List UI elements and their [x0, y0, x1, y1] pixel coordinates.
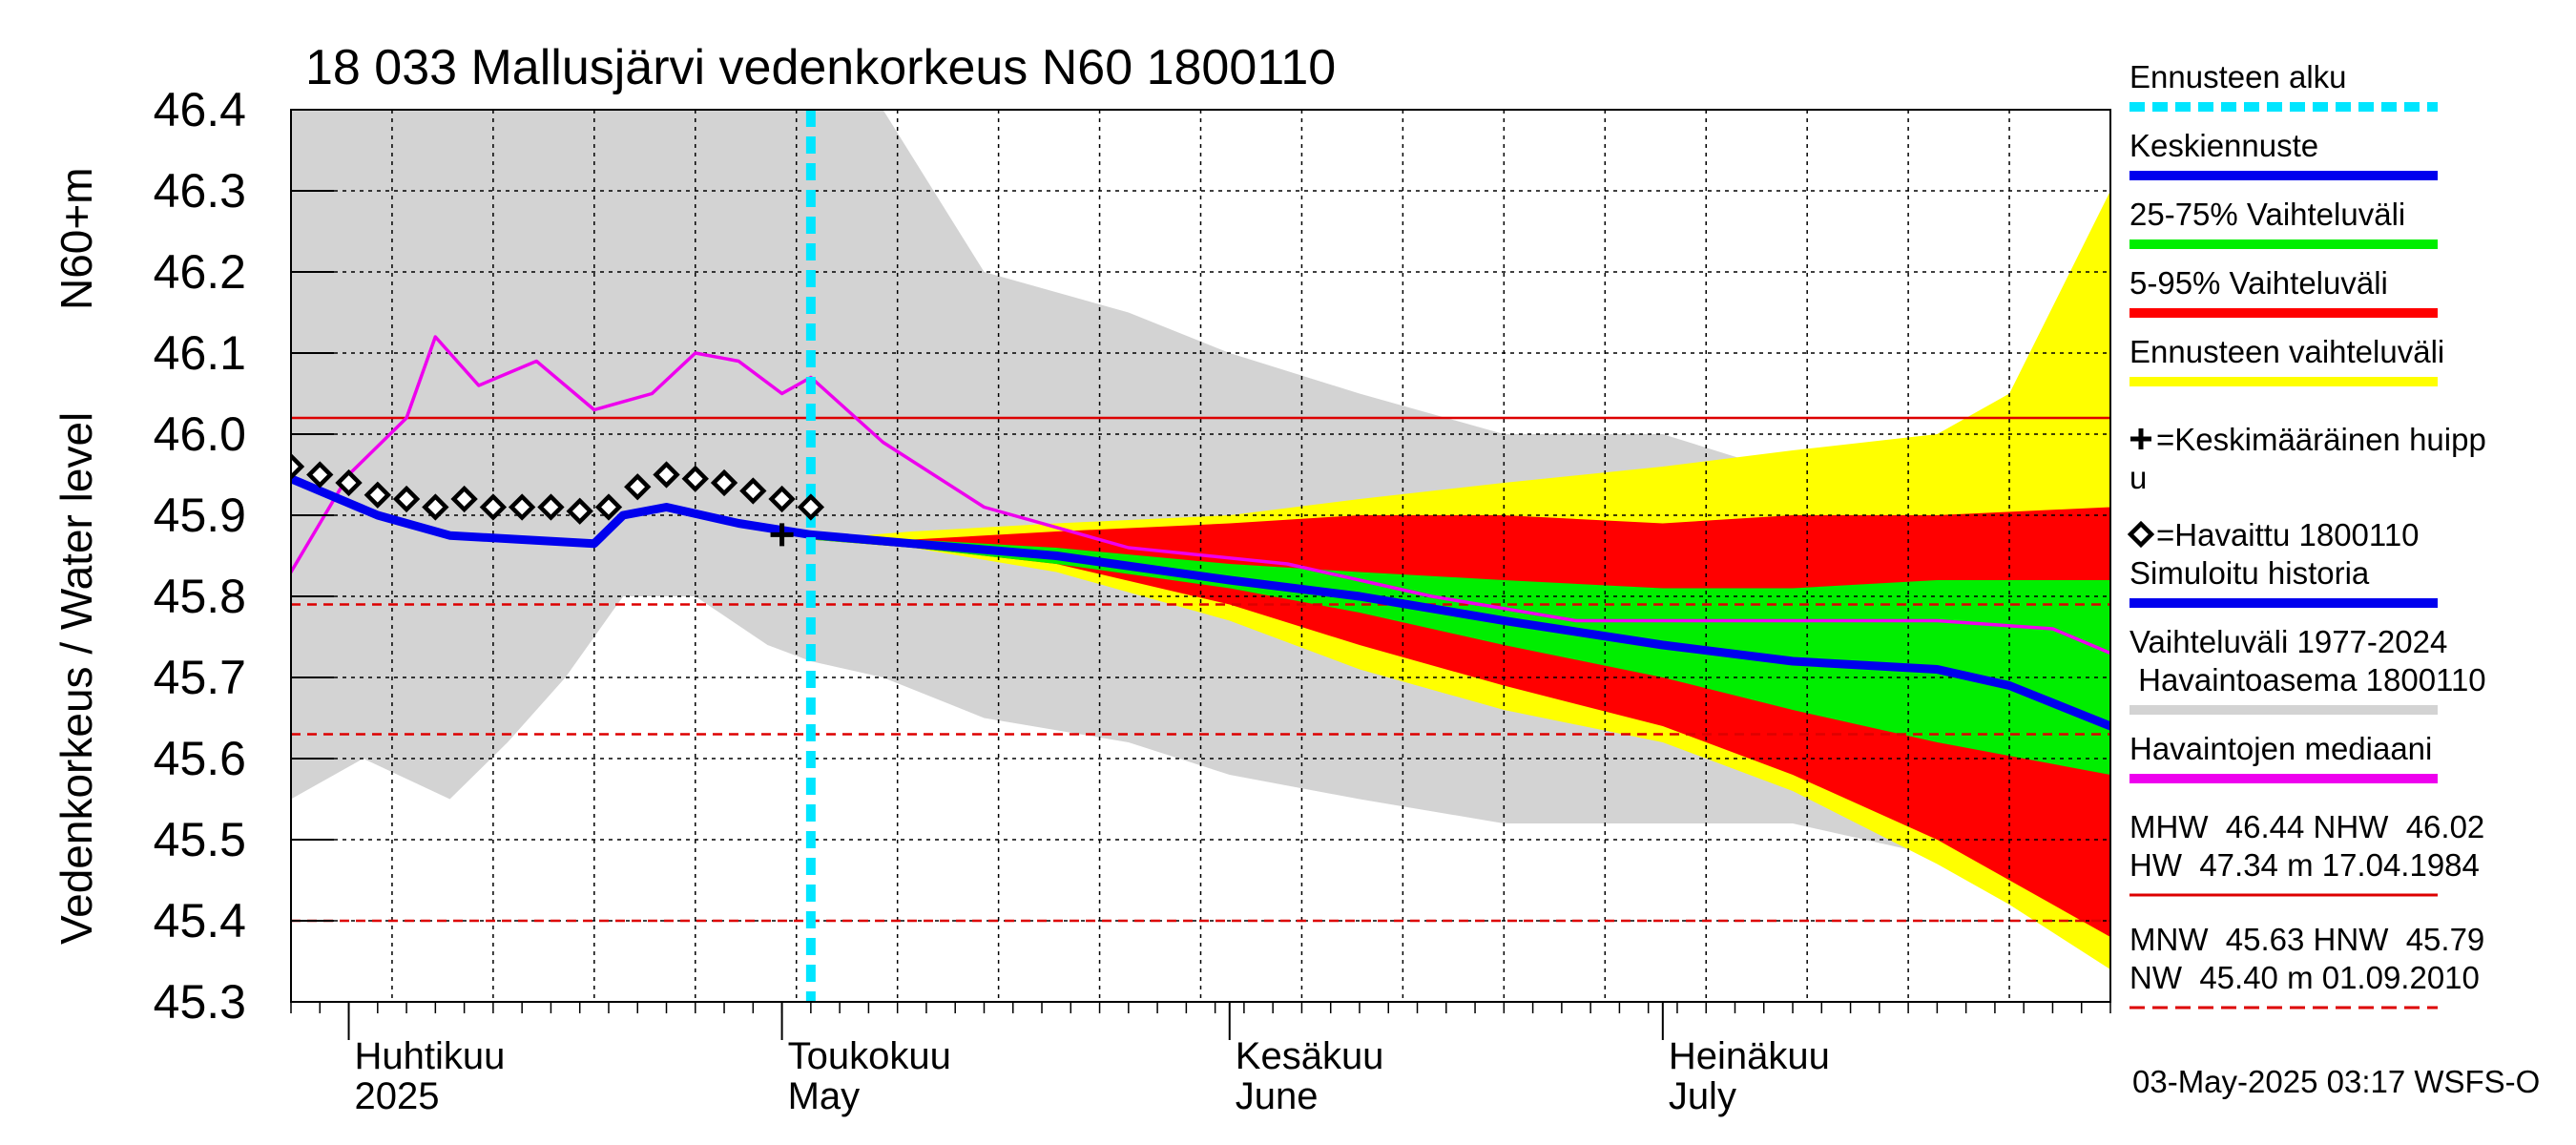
x-month-sublabel: 2025 — [355, 1075, 440, 1117]
stats-label: MNW 45.63 HNW 45.79 — [2129, 922, 2484, 957]
observed-point — [739, 477, 767, 505]
legend-label: 5-95% Vaihteluväli — [2129, 265, 2388, 301]
observed-point — [566, 497, 593, 525]
legend-label: 25-75% Vaihteluväli — [2129, 197, 2405, 232]
x-month-label: Huhtikuu — [355, 1035, 506, 1077]
legend-label: Havaintoasema 1800110 — [2129, 662, 2486, 697]
observed-point — [681, 465, 709, 492]
y-tick-label: 46.3 — [154, 164, 246, 218]
observed-point — [479, 493, 508, 521]
legend-label: =Havaittu 1800110 — [2156, 517, 2420, 552]
y-tick-label: 45.8 — [154, 570, 246, 623]
y-tick-label: 46.2 — [154, 245, 246, 299]
stats-label: HW 47.34 m 17.04.1984 — [2129, 847, 2480, 883]
observed-point — [710, 468, 738, 497]
x-month-sublabel: June — [1236, 1075, 1319, 1117]
legend-label: Ennusteen vaihteluväli — [2129, 334, 2444, 369]
y-axis-label: Vedenkorkeus / Water level — [52, 412, 101, 945]
y-tick-label: 46.4 — [154, 83, 246, 136]
y-tick-label: 45.9 — [154, 489, 246, 542]
y-axis-unit: N60+m — [52, 167, 101, 310]
observed-point — [508, 493, 536, 521]
observed-point — [392, 485, 421, 513]
x-month-label: Kesäkuu — [1236, 1035, 1384, 1077]
x-month-sublabel: July — [1669, 1075, 1736, 1117]
observed-point — [594, 493, 623, 521]
mean-peak-marker — [770, 523, 794, 547]
legend-label: Vaihteluväli 1977-2024 — [2129, 624, 2447, 659]
observed-point — [797, 493, 825, 521]
plot-frame — [290, 109, 2111, 1003]
legend-label: Havaintojen mediaani — [2129, 731, 2432, 766]
y-tick-label: 45.6 — [154, 732, 246, 785]
plot-area: 45.3 45.4 45.5 45.6 45.7 45.8 45.9 46.0 46.1 46.2… — [154, 83, 2111, 1117]
observed-point — [768, 485, 796, 513]
observed-point — [335, 468, 363, 497]
y-tick-label: 45.4 — [154, 894, 246, 947]
observed-point — [306, 461, 334, 489]
plot-layers — [291, 110, 2110, 1002]
observed-point — [624, 473, 652, 501]
x-month-sublabel: May — [788, 1075, 861, 1117]
legend-label: Ennusteen alku — [2129, 59, 2347, 94]
observed-point — [422, 493, 449, 521]
chart-title: 18 033 Mallusjärvi vedenkorkeus N60 1800… — [305, 40, 1336, 95]
y-tick-label: 46.0 — [154, 407, 246, 461]
y-tick-label: 45.3 — [154, 975, 246, 1029]
legend-label: =Keskimääräinen huipp — [2156, 422, 2486, 457]
legend-label: Keskiennuste — [2129, 128, 2318, 163]
stats-label: NW 45.40 m 01.09.2010 — [2129, 960, 2480, 995]
x-month-label: Heinäkuu — [1669, 1035, 1830, 1077]
legend: Ennusteen alku Keskiennuste 25-75% Vaihtel… — [2127, 59, 2486, 1010]
observed-point — [450, 485, 478, 513]
simulated-history-line — [291, 474, 816, 549]
x-month-label: Toukokuu — [788, 1035, 951, 1077]
observed-point — [537, 493, 565, 521]
footer-timestamp: 03-May-2025 03:17 WSFS-O — [2132, 1064, 2540, 1099]
y-tick-label: 45.7 — [154, 651, 246, 704]
observed-point — [653, 461, 680, 489]
observed-point — [291, 452, 305, 481]
mean-forecast-line — [806, 530, 2110, 731]
y-tick-label: 46.1 — [154, 326, 246, 380]
legend-plus-icon — [2130, 428, 2151, 449]
y-tick-label: 45.5 — [154, 813, 246, 866]
observed-point — [364, 481, 391, 509]
legend-label: Simuloitu historia — [2129, 555, 2370, 591]
legend-diamond-icon — [2127, 520, 2155, 549]
legend-label: u — [2129, 460, 2147, 495]
stats-label: MHW 46.44 NHW 46.02 — [2129, 809, 2484, 844]
range-25-75-band — [810, 539, 2110, 775]
